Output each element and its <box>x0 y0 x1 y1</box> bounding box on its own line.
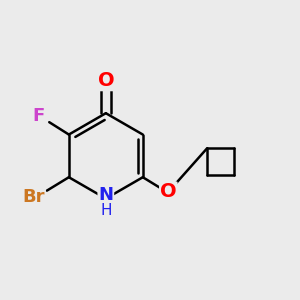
Text: F: F <box>32 107 44 125</box>
Text: H: H <box>100 203 112 218</box>
Text: N: N <box>98 186 113 204</box>
Text: O: O <box>98 71 114 90</box>
Text: O: O <box>160 182 177 202</box>
Text: Br: Br <box>22 188 45 206</box>
